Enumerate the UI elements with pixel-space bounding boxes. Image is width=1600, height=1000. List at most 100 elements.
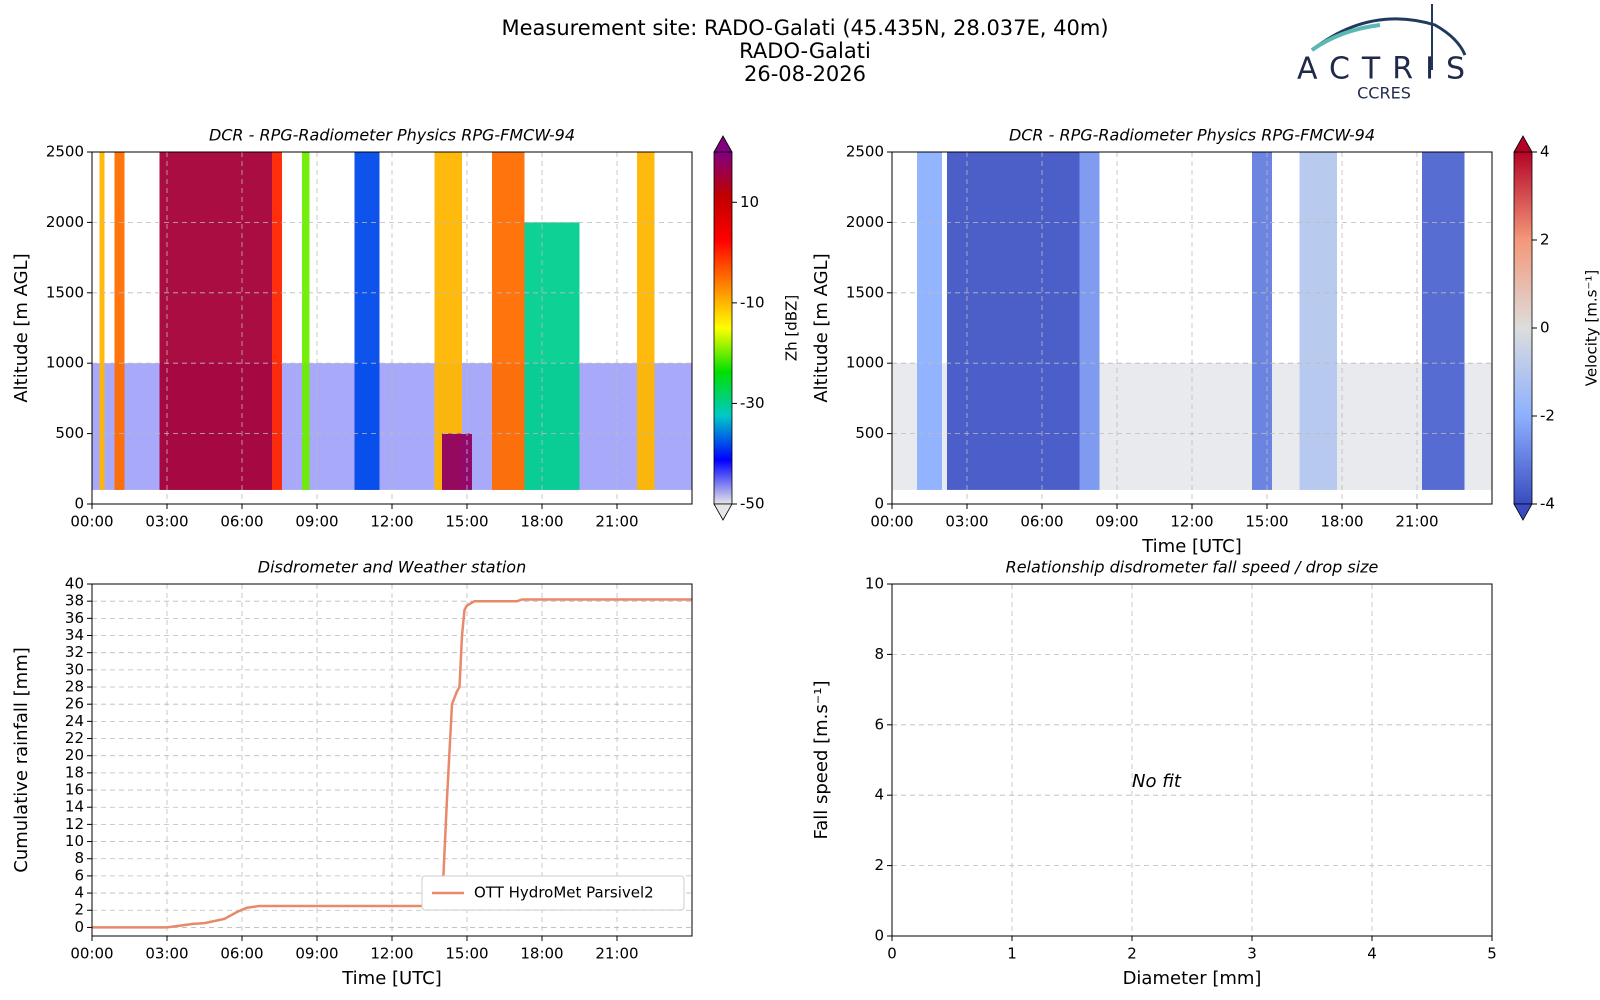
y-tick-label: 22 [65, 729, 84, 747]
colorbar-tick-label: 4 [1540, 143, 1550, 161]
x-axis-label: Time [UTC] [1141, 536, 1242, 557]
x-tick-label: 03:00 [945, 513, 988, 531]
heatmap-cell [1299, 152, 1337, 490]
x-tick-label: 09:00 [1095, 513, 1138, 531]
x-tick-label: 21:00 [595, 513, 638, 531]
y-tick-label: 10 [865, 575, 884, 593]
colorbar-label: Zh [dBZ] [783, 295, 801, 361]
x-tick-label: 03:00 [145, 945, 188, 963]
x-tick-label: 15:00 [445, 945, 488, 963]
y-tick-label: 34 [65, 626, 84, 644]
line [92, 598, 692, 929]
heatmap-cell [442, 433, 472, 490]
colorbar-extend [1513, 503, 1533, 521]
y-tick-label: 20 [65, 746, 84, 764]
colorbar-tick-label: -50 [740, 495, 765, 513]
logo-arc [1310, 23, 1381, 52]
x-tick-label: 12:00 [370, 513, 413, 531]
heatmap-cell [1422, 152, 1465, 490]
y-tick-label: 8 [874, 645, 884, 663]
chart-title: Relationship disdrometer fall speed / dr… [1006, 558, 1379, 577]
heatmap-cell [637, 152, 655, 490]
y-tick-label: 36 [65, 609, 84, 627]
y-tick-label: 1500 [46, 283, 84, 301]
x-tick-label: 06:00 [1020, 513, 1063, 531]
colorbar [1513, 151, 1533, 505]
y-tick-label: 4 [874, 786, 884, 804]
colorbar-tick-label: 0 [1540, 319, 1550, 337]
header-line: Measurement site: RADO-Galati (45.435N, … [501, 16, 1108, 40]
y-axis-label: Fall speed [m.s⁻¹] [811, 681, 832, 840]
y-axis-label: Altitude [m AGL] [11, 253, 32, 402]
heatmap-cell [1252, 152, 1272, 490]
heatmap-cell [114, 152, 125, 490]
heatmap-cell [492, 152, 525, 490]
x-axis-label: Diameter [mm] [1123, 968, 1262, 989]
heatmap-cell [524, 222, 580, 490]
y-tick-label: 38 [65, 592, 84, 610]
x-tick-label: 12:00 [370, 945, 413, 963]
x-tick-label: 12:00 [1170, 513, 1213, 531]
y-tick-label: 18 [65, 763, 84, 781]
x-tick-label: 5 [1487, 945, 1497, 963]
y-tick-label: 2000 [846, 213, 884, 231]
y-tick-label: 1500 [846, 283, 884, 301]
x-tick-label: 15:00 [1245, 513, 1288, 531]
colorbar-tick-label: 2 [1540, 231, 1550, 249]
y-tick-label: 8 [74, 849, 84, 867]
legend-label: OTT HydroMet Parsivel2 [474, 884, 654, 902]
colorbar-tick-label: -30 [740, 394, 765, 412]
x-tick-label: 21:00 [1395, 513, 1438, 531]
y-tick-label: 26 [65, 695, 84, 713]
y-tick-label: 2500 [846, 143, 884, 161]
chart-title: Disdrometer and Weather station [258, 558, 526, 577]
y-tick-label: 28 [65, 678, 84, 696]
y-tick-label: 1000 [46, 354, 84, 372]
x-tick-label: 00:00 [70, 945, 113, 963]
colorbar-tick-label: -10 [740, 293, 765, 311]
colorbar-tick-label: -2 [1540, 407, 1555, 425]
heatmap-cell [302, 152, 310, 490]
y-tick-label: 24 [65, 712, 84, 730]
y-tick-label: 1000 [846, 354, 884, 372]
logo-sub: CCRES [1357, 84, 1411, 103]
logo-arc [1311, 17, 1467, 56]
colorbar-label: Velocity [m.s⁻¹] [1583, 270, 1600, 386]
heatmap-cell [99, 152, 105, 490]
x-tick-label: 0 [887, 945, 897, 963]
x-tick-label: 3 [1247, 945, 1257, 963]
y-tick-label: 10 [65, 832, 84, 850]
logo: ACTRIS CCRES [1297, 4, 1467, 103]
y-tick-label: 0 [874, 927, 884, 945]
heatmap-cell [272, 152, 282, 490]
x-tick-label: 09:00 [295, 945, 338, 963]
y-tick-label: 30 [65, 660, 84, 678]
colorbar-tick-label: -4 [1540, 495, 1555, 513]
x-tick-label: 4 [1367, 945, 1377, 963]
plot-frame [891, 151, 1493, 505]
y-axis-label: Altitude [m AGL] [811, 253, 832, 402]
x-tick-label: 1 [1007, 945, 1017, 963]
heatmap-cell [1079, 152, 1100, 490]
y-tick-label: 40 [65, 575, 84, 593]
plot-frame [91, 151, 693, 505]
x-tick-label: 03:00 [145, 513, 188, 531]
colorbar-extend [713, 135, 733, 153]
y-tick-label: 2 [874, 856, 884, 874]
colorbar-extend [1513, 135, 1533, 153]
y-tick-label: 2500 [46, 143, 84, 161]
y-tick-label: 6 [874, 715, 884, 733]
annotation: No fit [1132, 771, 1182, 792]
legend-box [421, 875, 685, 911]
colorbar [713, 151, 733, 505]
header-line: RADO-Galati [739, 39, 871, 63]
y-tick-label: 0 [74, 495, 84, 513]
y-tick-label: 2000 [46, 213, 84, 231]
colorbar-extend [713, 503, 733, 521]
heatmap-cell [159, 152, 272, 490]
colorbar-tick-label: 10 [740, 193, 759, 211]
y-tick-label: 6 [74, 866, 84, 884]
y-tick-label: 32 [65, 643, 84, 661]
x-tick-label: 18:00 [520, 513, 563, 531]
